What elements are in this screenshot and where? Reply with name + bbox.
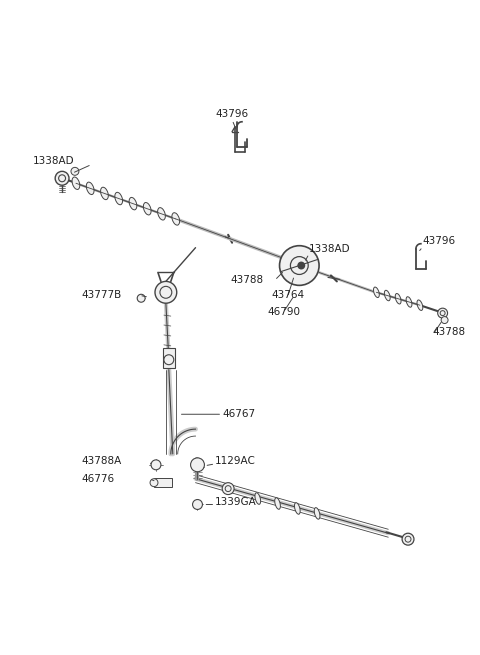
- Ellipse shape: [406, 297, 412, 307]
- Ellipse shape: [384, 290, 390, 301]
- Ellipse shape: [144, 202, 151, 215]
- Text: 1129AC: 1129AC: [216, 456, 256, 466]
- Circle shape: [164, 355, 174, 365]
- Text: 46790: 46790: [268, 307, 300, 317]
- Circle shape: [192, 500, 203, 510]
- Ellipse shape: [157, 208, 165, 220]
- Ellipse shape: [129, 197, 137, 210]
- Circle shape: [440, 310, 445, 316]
- Bar: [154, 478, 172, 487]
- Circle shape: [155, 282, 177, 303]
- Text: 43788: 43788: [433, 327, 466, 337]
- Circle shape: [160, 286, 172, 298]
- Circle shape: [225, 485, 231, 492]
- Text: 43764: 43764: [272, 290, 305, 300]
- Ellipse shape: [295, 502, 300, 514]
- Text: 1338AD: 1338AD: [309, 244, 351, 253]
- Text: 46776: 46776: [82, 474, 115, 483]
- Ellipse shape: [275, 498, 280, 510]
- Ellipse shape: [172, 213, 180, 225]
- Text: 46767: 46767: [222, 409, 255, 419]
- Ellipse shape: [72, 177, 80, 189]
- Circle shape: [222, 483, 234, 495]
- Circle shape: [191, 458, 204, 472]
- Text: 43777B: 43777B: [82, 290, 122, 300]
- Circle shape: [441, 316, 448, 324]
- Circle shape: [297, 261, 305, 269]
- Ellipse shape: [115, 193, 122, 205]
- Ellipse shape: [417, 300, 423, 310]
- Circle shape: [405, 536, 411, 542]
- Text: 1339GA: 1339GA: [216, 496, 257, 506]
- Ellipse shape: [86, 182, 94, 195]
- Bar: [163, 348, 175, 367]
- Ellipse shape: [314, 508, 320, 519]
- Circle shape: [279, 246, 319, 286]
- Ellipse shape: [101, 187, 108, 200]
- Circle shape: [150, 479, 158, 487]
- Text: 1338AD: 1338AD: [33, 157, 74, 166]
- Circle shape: [137, 294, 145, 302]
- Circle shape: [71, 168, 79, 176]
- Circle shape: [151, 460, 161, 470]
- Text: 43796: 43796: [216, 109, 249, 119]
- Ellipse shape: [255, 493, 261, 504]
- Text: 43788A: 43788A: [82, 456, 122, 466]
- Ellipse shape: [373, 287, 379, 297]
- Circle shape: [290, 257, 308, 274]
- Circle shape: [59, 175, 66, 181]
- Circle shape: [55, 172, 69, 185]
- Text: 43788: 43788: [230, 275, 263, 286]
- Ellipse shape: [395, 293, 401, 304]
- Circle shape: [402, 533, 414, 545]
- Circle shape: [438, 308, 447, 318]
- Text: 43796: 43796: [423, 236, 456, 246]
